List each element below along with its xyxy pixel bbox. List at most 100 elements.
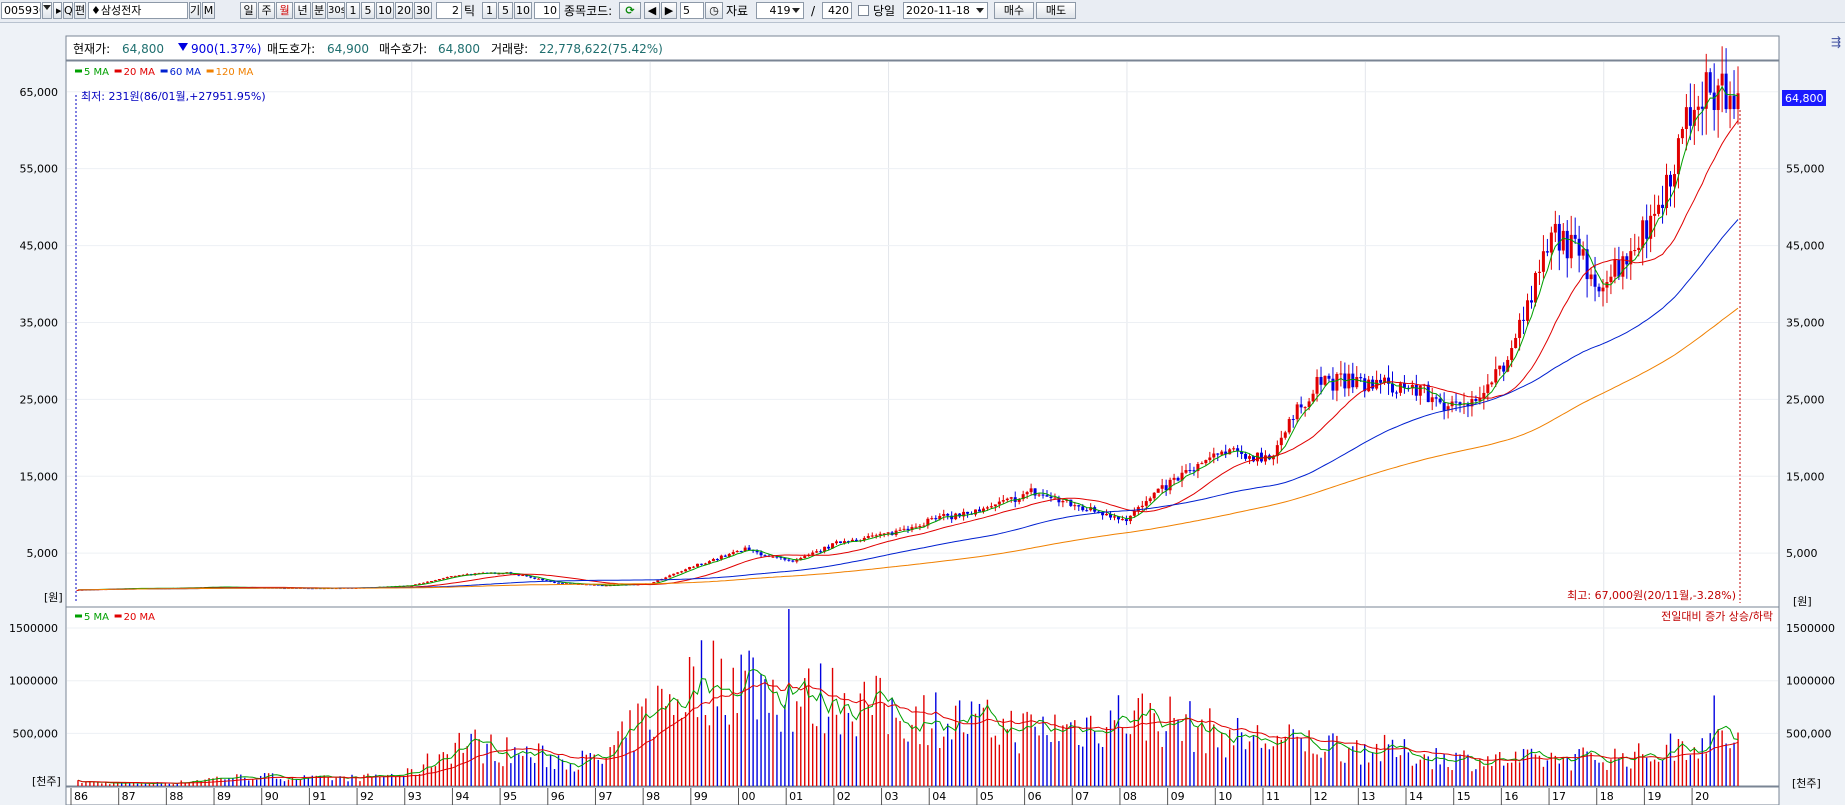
minute-10-button[interactable]: 10	[376, 2, 394, 19]
x-tick-label: 89	[217, 790, 231, 803]
tick-10-button[interactable]: 10	[514, 2, 532, 19]
bid-value: 64,800	[438, 42, 480, 56]
candle-body	[1041, 494, 1045, 496]
tick-value-input[interactable]: 10	[534, 2, 560, 19]
candle-body	[1621, 256, 1625, 277]
gi-button[interactable]: 기	[189, 2, 201, 19]
candle-body	[1224, 451, 1228, 455]
arrow-left-icon: ◀	[647, 4, 657, 17]
candle-body	[1541, 251, 1545, 272]
minute-30-button[interactable]: 30	[414, 2, 432, 19]
sell-button-label: 매도	[1045, 4, 1067, 17]
candle-body	[902, 528, 906, 530]
candle-body	[1259, 452, 1263, 462]
period-day-button[interactable]: 일	[240, 2, 257, 19]
candle-body	[1275, 445, 1279, 457]
price-grid	[67, 62, 1778, 606]
candle-body	[1228, 449, 1232, 455]
candle-body	[1593, 274, 1597, 287]
sell-button[interactable]: 매도	[1036, 2, 1076, 19]
tick-1-button[interactable]: 1	[482, 2, 497, 19]
candle-body	[1248, 456, 1252, 459]
candle-body	[1367, 379, 1371, 392]
slash-label: /	[811, 4, 816, 18]
volume-axis-right: 1500000 1000000 500,000	[1786, 622, 1835, 740]
candle-body	[699, 563, 703, 565]
candle-body	[874, 535, 878, 537]
x-tick-label: 94	[455, 790, 469, 803]
minute-5-button[interactable]: 5	[361, 2, 375, 19]
search-icon: Q	[64, 4, 73, 17]
minute-20-button[interactable]: 20	[395, 2, 413, 19]
candle-body	[942, 513, 946, 516]
candle-body	[537, 578, 541, 580]
candle-body	[1379, 379, 1383, 383]
date-select[interactable]: 2020-11-18	[903, 2, 988, 19]
volume-label: 거래량:	[491, 42, 528, 56]
clock-button[interactable]: ◷	[705, 2, 723, 19]
step-input[interactable]: 5	[680, 2, 704, 19]
candle-body	[962, 511, 966, 517]
candle-body	[1232, 448, 1236, 450]
x-tick-label: 97	[598, 790, 612, 803]
candle-body	[1172, 477, 1176, 480]
buy-button[interactable]: 매수	[994, 2, 1034, 19]
y-tick-label: 15,000	[20, 470, 59, 483]
tick-5-button[interactable]: 5	[498, 2, 513, 19]
current-price-value: 64,800	[122, 42, 164, 56]
stock-code-input[interactable]: 005930	[1, 2, 41, 19]
stock-chart[interactable]: 현재가: 64,800 900(1.37%) 매도호가: 64,900 매수호가…	[0, 23, 1845, 805]
period-minute-label: 분	[313, 4, 325, 17]
edit-button[interactable]: 편	[74, 2, 86, 19]
candle-body	[1097, 511, 1101, 513]
m-button[interactable]: M	[202, 2, 215, 19]
period-month-button[interactable]: 월	[276, 2, 293, 19]
next-button[interactable]: ▶	[661, 2, 677, 19]
candle-body	[707, 561, 711, 564]
candle-body	[1331, 378, 1335, 391]
candle-body	[1101, 512, 1105, 516]
tick-10-label: 10	[516, 4, 530, 17]
candle-body	[1498, 365, 1502, 370]
dangil-checkbox[interactable]	[858, 5, 869, 16]
candle-body	[1156, 488, 1160, 493]
candle-body	[882, 533, 886, 535]
minute-20-label: 20	[397, 4, 411, 17]
refresh-button[interactable]: ⟳	[619, 2, 641, 19]
tick-count-input[interactable]: 2	[436, 2, 462, 19]
period-week-button[interactable]: 주	[258, 2, 275, 19]
period-year-button[interactable]: 년	[294, 2, 311, 19]
search-button[interactable]: Q	[63, 2, 73, 19]
volume-unit-right: [천주]	[1792, 776, 1821, 790]
candle-body	[1557, 223, 1561, 251]
candle-body	[1613, 259, 1617, 277]
minute-1-label: 1	[349, 4, 357, 17]
candle-body	[437, 579, 441, 581]
candle-body	[1180, 472, 1184, 481]
stock-name-field[interactable]: ♦삼성전자	[88, 2, 188, 19]
x-tick-label: 16	[1504, 790, 1518, 803]
candle-body	[950, 515, 954, 520]
candle-body	[1514, 337, 1518, 349]
period-minute-button[interactable]: 분	[312, 2, 326, 19]
candle-body	[1220, 451, 1224, 455]
minute-1-button[interactable]: 1	[346, 2, 360, 19]
x-tick-label: 09	[1171, 790, 1185, 803]
period-30s-button[interactable]: 30s	[327, 2, 345, 19]
x-tick-label: 17	[1552, 790, 1566, 803]
candle-body	[1589, 274, 1593, 280]
expand-icon[interactable]: ⇶	[1831, 35, 1841, 49]
candle-body	[1319, 376, 1323, 385]
x-tick-label: 86	[74, 790, 88, 803]
next-arrow-button[interactable]: ▸	[53, 2, 62, 19]
candle-body	[1216, 453, 1220, 455]
candle-body	[1188, 470, 1192, 472]
candle-body	[1140, 505, 1144, 508]
prev-button[interactable]: ◀	[644, 2, 660, 19]
candle-body	[954, 513, 958, 520]
code-dropdown-button[interactable]	[42, 2, 52, 19]
candle-body	[1522, 319, 1526, 321]
volume-moving-averages	[77, 668, 1739, 785]
candle-body	[1688, 107, 1692, 126]
jaryo-select[interactable]: 419	[756, 2, 804, 19]
